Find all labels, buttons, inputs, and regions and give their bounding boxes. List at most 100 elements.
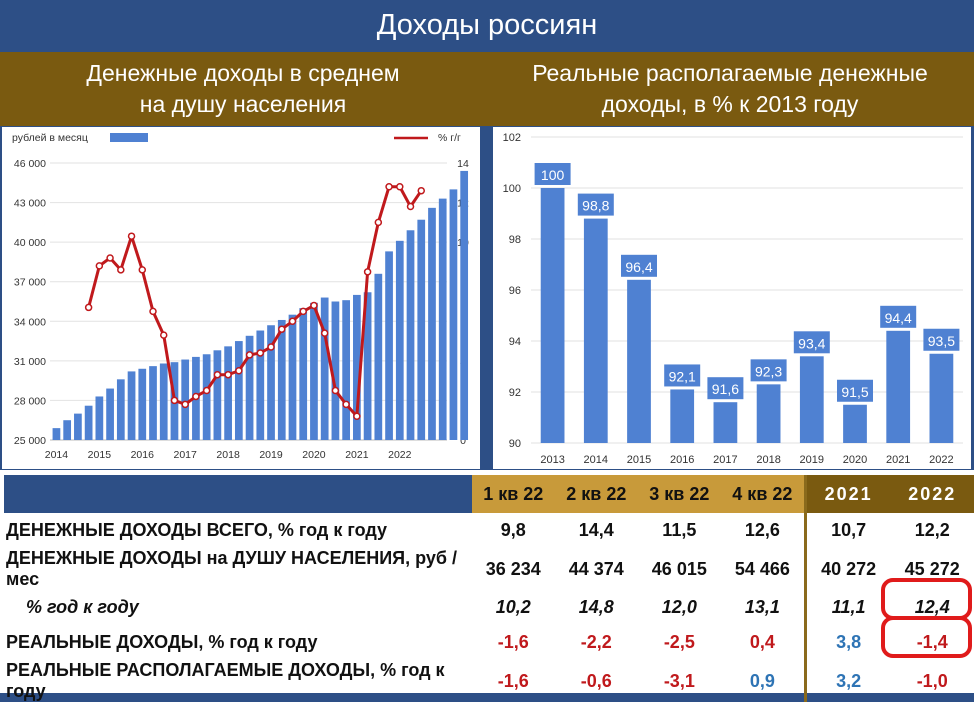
line-point bbox=[202, 386, 211, 395]
bar bbox=[417, 219, 426, 440]
bar bbox=[385, 251, 393, 440]
y-tick-label: 102 bbox=[503, 132, 521, 144]
legend-bar-swatch bbox=[110, 133, 148, 142]
data-label-box bbox=[880, 305, 917, 328]
bar bbox=[583, 218, 608, 443]
bar bbox=[224, 346, 232, 440]
line-point bbox=[95, 262, 104, 270]
data-label: 94,4 bbox=[885, 310, 912, 326]
line-point bbox=[106, 254, 114, 262]
table-header-cell: 4 кв 22 bbox=[720, 475, 807, 513]
bar bbox=[213, 350, 222, 440]
table-cell: 12,0 bbox=[661, 597, 697, 617]
line-point bbox=[127, 232, 136, 240]
table-cell: -1,0 bbox=[916, 670, 948, 691]
table-row: ДЕНЕЖНЫЕ ДОХОДЫ на ДУШУ НАСЕЛЕНИЯ, руб /… bbox=[4, 548, 974, 590]
line-point bbox=[138, 266, 147, 274]
x-tick-label: 2017 bbox=[713, 454, 737, 466]
table-cell: 12,6 bbox=[720, 513, 807, 548]
line-point bbox=[213, 370, 222, 379]
bar bbox=[395, 240, 404, 440]
bar bbox=[756, 384, 781, 443]
x-tick-label: 2016 bbox=[670, 454, 694, 466]
y-tick-label: 90 bbox=[509, 438, 521, 450]
legend-line-label: % г/г bbox=[438, 132, 461, 144]
x-tick-label: 2018 bbox=[216, 449, 240, 461]
line-point bbox=[374, 218, 383, 227]
table-header-row: 1 кв 22 2 кв 22 3 кв 22 4 кв 22 2021 202… bbox=[4, 475, 974, 513]
line-point bbox=[192, 392, 200, 401]
table-header-cell: 2022 bbox=[890, 475, 974, 513]
y-left-tick-label: 25 000 bbox=[14, 435, 46, 447]
table-cell: 14,4 bbox=[578, 520, 614, 540]
line-point bbox=[278, 325, 286, 333]
table-row: РЕАЛЬНЫЕ РАСПОЛАГАЕМЫЕ ДОХОДЫ, % год к г… bbox=[4, 660, 974, 702]
line-point bbox=[149, 307, 157, 316]
x-tick-label: 2022 bbox=[929, 454, 953, 466]
bar bbox=[627, 279, 651, 443]
data-label-box bbox=[707, 377, 744, 400]
x-tick-label: 2020 bbox=[843, 454, 867, 466]
highlight-circle bbox=[881, 578, 972, 620]
bar bbox=[540, 188, 565, 443]
line-point bbox=[363, 268, 372, 276]
bar bbox=[149, 366, 157, 440]
subtitle-bar: Денежные доходы в среднем на душу населе… bbox=[0, 52, 974, 126]
x-tick-label: 2019 bbox=[259, 449, 283, 461]
data-label-box bbox=[750, 359, 787, 382]
row-label: РЕАЛЬНЫЕ ДОХОДЫ, % год к году bbox=[6, 632, 318, 652]
x-tick-label: 2020 bbox=[302, 449, 326, 461]
bar bbox=[843, 404, 867, 443]
bar bbox=[127, 371, 136, 440]
bar bbox=[63, 420, 72, 440]
bar bbox=[74, 413, 82, 440]
line-point bbox=[310, 301, 318, 310]
table-cell: 3,8 bbox=[836, 632, 862, 652]
table-cell: 9,8 bbox=[500, 520, 526, 540]
bar bbox=[406, 230, 415, 440]
row-label: РЕАЛЬНЫЕ РАСПОЛАГАЕМЫЕ ДОХОДЫ, % год к г… bbox=[6, 660, 445, 701]
bar bbox=[288, 314, 297, 440]
table-header-cell: 2 кв 22 bbox=[554, 475, 638, 513]
data-label: 92,3 bbox=[755, 363, 782, 379]
table-cell: 44 374 bbox=[568, 558, 624, 579]
table-header-cell: 1 кв 22 bbox=[471, 475, 555, 513]
table-cell: 45 272 bbox=[904, 558, 960, 579]
data-label-box bbox=[621, 254, 657, 277]
table-cell: 3,2 bbox=[836, 670, 862, 691]
bar bbox=[929, 353, 954, 443]
y-right-tick-label: 14 bbox=[457, 158, 469, 170]
line-point bbox=[84, 303, 93, 312]
real-income-chart-panel: 90 92 94 96 98 100 102 100 2013 98,8 2014 96,4 2015 9… bbox=[493, 127, 971, 469]
table-header-empty bbox=[4, 475, 472, 513]
table-cell: 0,4 bbox=[720, 625, 807, 660]
table-cell: -0,6 bbox=[580, 670, 612, 691]
x-tick-label: 2013 bbox=[540, 454, 564, 466]
line-point bbox=[159, 331, 168, 339]
line-series bbox=[87, 185, 423, 418]
bar bbox=[438, 198, 447, 440]
line-point bbox=[353, 412, 361, 421]
line-point bbox=[170, 396, 179, 405]
y-tick-label: 92 bbox=[509, 387, 521, 399]
x-tick-label: 2014 bbox=[584, 454, 608, 466]
table-cell: 14,8 bbox=[578, 597, 614, 617]
y-tick-label: 100 bbox=[503, 183, 521, 195]
bar bbox=[320, 297, 329, 440]
left-subtitle-line2: на душу населения bbox=[139, 91, 347, 117]
data-label: 93,4 bbox=[798, 335, 825, 351]
line-point bbox=[342, 400, 350, 409]
line-point bbox=[288, 317, 297, 326]
bar bbox=[363, 292, 372, 440]
bar bbox=[886, 330, 911, 443]
table-cell: -1,6 bbox=[497, 670, 529, 691]
table-cell: 10,7 bbox=[831, 520, 867, 540]
line-point bbox=[320, 329, 329, 337]
income-per-capita-chart: 25 000 28 000 31 000 34 000 37 000 40 000 43 0… bbox=[12, 132, 469, 461]
table-cell: -2,5 bbox=[663, 632, 695, 652]
data-label: 91,6 bbox=[712, 381, 739, 397]
bar bbox=[138, 368, 147, 440]
y-left-tick-label: 43 000 bbox=[14, 198, 46, 210]
bar bbox=[95, 396, 104, 440]
x-tick-label: 2018 bbox=[756, 454, 780, 466]
